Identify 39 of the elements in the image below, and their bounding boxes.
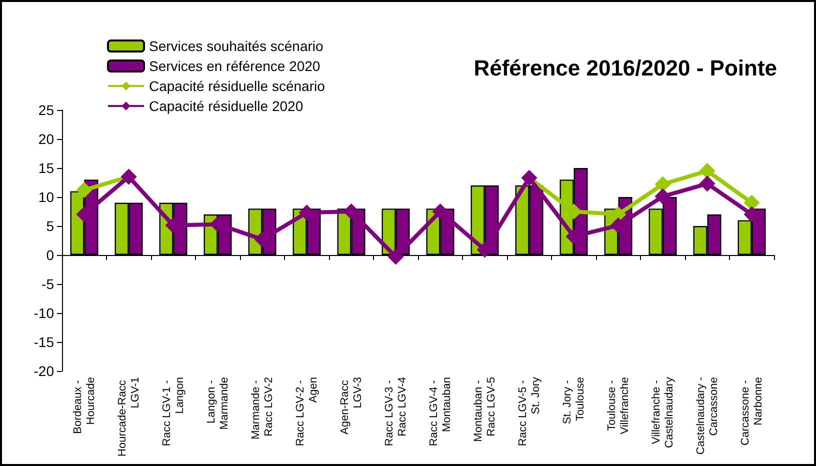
y-tick-label: 20 [38, 131, 54, 147]
x-tick-label: Agen-Racc LGV-3 [338, 377, 364, 434]
x-tick-label: Racc LGV-3 - Racc LGV-4 [383, 377, 408, 446]
y-tick-label: -20 [34, 363, 54, 379]
x-tick-label: Racc LGV-1 - Langon [160, 377, 186, 446]
y-tick-label: 5 [46, 218, 54, 234]
y-tick-label: -15 [34, 334, 54, 350]
x-tick-label: Toulouse - Villefranche [606, 377, 631, 434]
legend-label: Capacité résiduelle scénario [149, 78, 326, 94]
x-tick-label: Bordeaux - Hourcade [72, 377, 97, 434]
x-tick-label: Marmande - Racc LGV-2 [250, 377, 275, 440]
legend-label: Capacité résiduelle 2020 [149, 98, 304, 114]
x-tick-label: Racc LGV-2 - Agen [294, 377, 320, 446]
x-tick-label: Villefranche - Castelnaudary [650, 376, 676, 448]
legend-label: Services en référence 2020 [149, 58, 320, 74]
y-tick-label: 0 [46, 247, 54, 263]
legend-label: Services souhaités scénario [149, 38, 324, 54]
chart-title: Référence 2016/2020 - Pointe [474, 56, 778, 80]
x-tick-label: Carcassone - Narbonne [739, 377, 764, 446]
point [699, 162, 716, 179]
x-tick-label: Castelnaudary - Carcassone [694, 376, 720, 455]
x-tick-label: St. Jory - Toulouse [561, 377, 586, 424]
y-tick-label: 25 [38, 102, 54, 118]
x-tick-label: Hourcade-Racc LGV-1 [116, 377, 142, 456]
x-tick-label: Montauban - Racc LGV-5 [472, 377, 498, 442]
x-tick-label: Langon - Marmande [205, 377, 230, 430]
y-tick-label: -10 [34, 305, 54, 321]
point [388, 248, 404, 265]
point [699, 176, 716, 192]
point [343, 204, 360, 220]
point [654, 188, 671, 204]
x-tick-label: Racc LGV-5 - St. Jory [516, 376, 542, 446]
point [432, 204, 448, 220]
y-tick-label: 15 [38, 160, 54, 176]
x-tick-label: Racc LGV-4 - Montauban [428, 377, 453, 446]
y-tick-label: 10 [38, 189, 54, 205]
point [654, 176, 671, 192]
point [76, 182, 92, 198]
y-tick-label: -5 [42, 276, 54, 292]
